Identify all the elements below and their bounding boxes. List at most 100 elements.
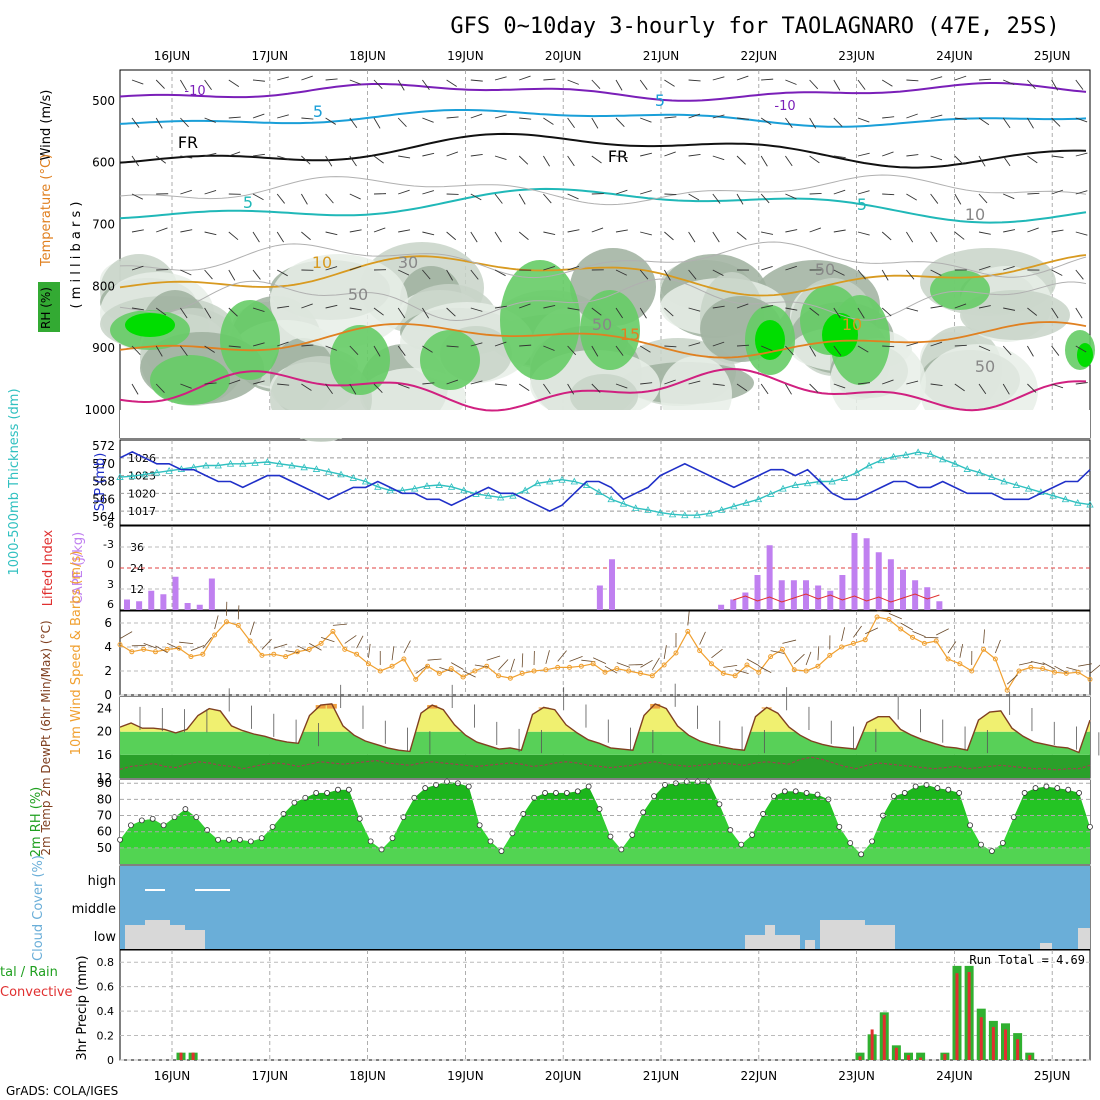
rh-point	[999, 840, 1006, 846]
wind-point	[152, 649, 158, 655]
upper-wind-barb	[131, 383, 139, 395]
wind-point	[732, 673, 738, 679]
thickness-point	[607, 495, 615, 503]
precip-conv-bar	[894, 1047, 898, 1060]
low-cloud-area	[865, 925, 895, 949]
wind-point	[377, 668, 383, 674]
thickness-point	[1086, 500, 1094, 508]
surface-wind-barb	[1018, 661, 1033, 666]
upper-wind-barb	[228, 269, 236, 281]
surface-wind-barb	[735, 669, 749, 674]
upper-wind-barb	[833, 307, 841, 319]
wind-point	[318, 640, 324, 646]
upper-wind-barb	[930, 231, 938, 243]
upper-wind-barb	[712, 155, 725, 161]
wind-point	[531, 668, 537, 674]
precip-tick: 0.2	[97, 1030, 115, 1043]
upper-wind-barb	[252, 79, 265, 82]
rh-point	[1054, 785, 1061, 791]
wind-point	[886, 616, 892, 622]
upper-wind-barb	[664, 116, 677, 119]
thickness-point	[1012, 481, 1021, 488]
rh-tick: 90	[97, 776, 112, 790]
wind-point	[1075, 669, 1081, 675]
li-axis-label: Lifted Index	[41, 529, 56, 606]
precip-conv-bar	[179, 1052, 183, 1060]
surface-wind-barb	[853, 625, 862, 638]
cape-bar	[936, 601, 943, 610]
upper-wind-barb	[881, 231, 892, 241]
upper-wind-barb	[930, 341, 943, 347]
wind-point	[945, 656, 951, 662]
surface-wind-barb	[912, 631, 926, 638]
surface-wind-barb	[486, 655, 501, 661]
x-tick-bottom: 24JUN	[936, 1069, 973, 1083]
upper-wind-barb	[1027, 307, 1038, 316]
cape-axis-label: CAPE (J/kg)	[71, 532, 86, 604]
upper-wind-barb	[470, 342, 483, 347]
upper-wind-barb	[325, 345, 337, 351]
upper-wind-barb	[785, 265, 797, 271]
upper-wind-barb	[519, 75, 531, 81]
upper-wind-barb	[543, 155, 550, 167]
temp-mask	[120, 697, 1090, 753]
upper-wind-barb	[252, 380, 265, 385]
wind-point	[212, 632, 218, 638]
surface-wind-barb	[427, 658, 442, 661]
upper-wind-barb	[446, 151, 459, 157]
wind-point	[1040, 666, 1046, 672]
upper-wind-barb	[519, 117, 532, 120]
upper-wind-barb	[664, 231, 674, 241]
upper-wind-barb	[228, 307, 238, 317]
rh-point	[596, 806, 603, 812]
thickness-point	[386, 486, 394, 494]
rh-high-area	[420, 330, 480, 390]
rh-point	[934, 785, 941, 791]
thickness-point	[975, 468, 984, 476]
cloud-tick: low	[94, 930, 117, 945]
thickness-point	[337, 470, 345, 478]
upper-wind-barb	[567, 383, 575, 395]
pressure-tick: 1000	[84, 403, 115, 417]
x-tick-top: 25JUN	[1034, 49, 1071, 63]
upper-wind-barb	[422, 231, 435, 236]
wind-point	[685, 628, 691, 634]
thickness-point	[558, 475, 566, 483]
upper-wind-barb	[978, 78, 992, 81]
wind-point	[1016, 668, 1022, 674]
upper-wind-barb	[155, 79, 165, 89]
upper-wind-barb	[688, 231, 696, 243]
cape-bar	[124, 599, 130, 610]
precip-conv-bar	[882, 1014, 886, 1060]
wind-point	[259, 652, 265, 658]
upper-wind-barb	[736, 155, 746, 165]
surface-wind-barb	[474, 664, 489, 668]
thickness-point	[570, 477, 578, 485]
upper-wind-barb	[761, 345, 773, 352]
wind-speed-tick: 2	[104, 664, 112, 678]
rh-point	[585, 783, 592, 790]
upper-wind-barb	[761, 305, 774, 309]
upper-wind-barb	[1003, 307, 1016, 311]
rh-point	[498, 848, 505, 854]
upper-wind-barb	[252, 307, 265, 312]
rh-mask	[120, 780, 1090, 855]
upper-wind-barb	[688, 307, 701, 312]
cape-bar	[596, 585, 603, 610]
upper-wind-barb	[809, 383, 819, 393]
thickness-point	[275, 459, 284, 467]
thickness-point	[914, 448, 922, 456]
cape-bar	[827, 590, 834, 610]
thickness-point	[300, 463, 308, 471]
upper-wind-barb	[1075, 190, 1088, 195]
upper-wind-barb	[978, 193, 988, 204]
temperature-axis-label: Temperature (°C)	[39, 154, 54, 267]
upper-wind-barb	[760, 383, 769, 395]
upper-wind-barb	[785, 155, 793, 167]
upper-wind-barb	[422, 307, 430, 319]
rh-point	[1021, 790, 1028, 796]
x-tick-top: 23JUN	[838, 49, 875, 63]
surface-wind-barb	[723, 664, 738, 668]
upper-wind-barb	[349, 345, 359, 356]
